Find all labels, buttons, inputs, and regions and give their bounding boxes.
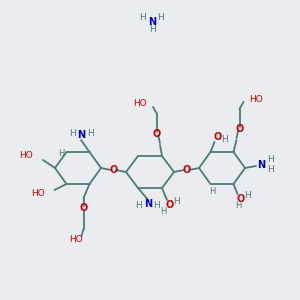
- Text: N: N: [144, 199, 152, 209]
- Text: O: O: [110, 165, 118, 175]
- Text: HO: HO: [19, 152, 33, 160]
- Text: N: N: [148, 17, 156, 27]
- Text: H: H: [244, 191, 251, 200]
- Text: H: H: [221, 136, 228, 145]
- Text: O: O: [213, 132, 222, 142]
- Text: H: H: [209, 188, 216, 196]
- Text: H: H: [148, 25, 155, 34]
- Text: H: H: [267, 155, 273, 164]
- Text: H: H: [160, 208, 166, 217]
- Text: HO: HO: [133, 100, 147, 109]
- Text: O: O: [236, 124, 244, 134]
- Text: H: H: [69, 130, 75, 139]
- Text: H: H: [87, 130, 93, 139]
- Text: O: O: [166, 200, 174, 210]
- Text: HO: HO: [31, 190, 44, 199]
- Text: H: H: [136, 202, 142, 211]
- Text: O: O: [236, 194, 244, 204]
- Text: H: H: [235, 202, 242, 211]
- Text: H: H: [158, 14, 164, 22]
- Text: H: H: [154, 202, 160, 211]
- Text: HO: HO: [250, 94, 263, 103]
- Text: N: N: [257, 160, 265, 170]
- Text: H: H: [58, 149, 65, 158]
- Text: N: N: [77, 130, 85, 140]
- Text: O: O: [182, 165, 190, 175]
- Text: H: H: [267, 164, 273, 173]
- Text: H: H: [140, 14, 146, 22]
- Text: H: H: [172, 196, 179, 206]
- Text: O: O: [80, 203, 88, 213]
- Text: HO: HO: [69, 235, 82, 244]
- Text: O: O: [153, 129, 161, 139]
